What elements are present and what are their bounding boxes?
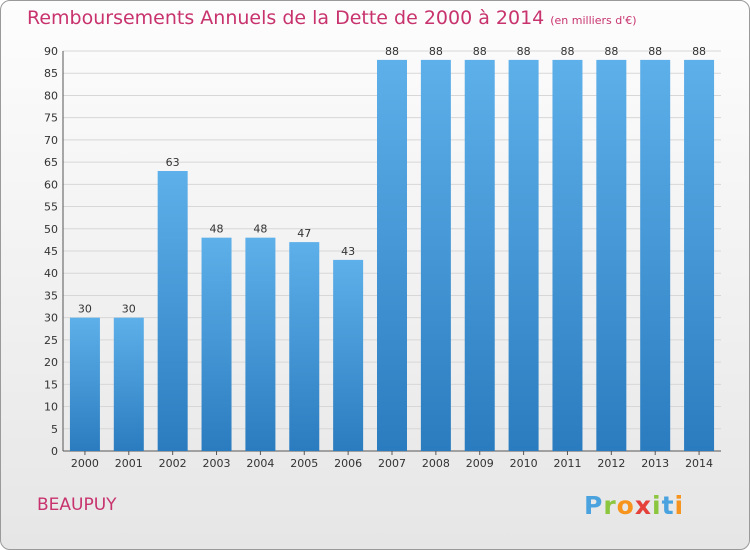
logo-letter: r — [603, 491, 617, 520]
logo-letter: i — [652, 491, 662, 520]
logo-letter: t — [661, 491, 675, 520]
y-tick-label: 40 — [44, 267, 58, 280]
y-tick-label: 0 — [51, 445, 58, 458]
logo-letter: P — [584, 491, 604, 520]
x-tick-label: 2014 — [685, 457, 713, 470]
data-label: 88 — [429, 45, 443, 58]
data-label: 88 — [692, 45, 706, 58]
bar — [377, 59, 407, 452]
y-tick-label: 75 — [44, 112, 58, 125]
y-tick-label: 65 — [44, 156, 58, 169]
bar — [640, 59, 671, 452]
x-tick-label: 2004 — [246, 457, 274, 470]
x-tick-label: 2009 — [466, 457, 494, 470]
data-label: 48 — [210, 223, 224, 236]
chart-title: Remboursements Annuels de la Dette de 20… — [27, 7, 637, 29]
x-tick-label: 2012 — [597, 457, 625, 470]
x-tick-label: 2005 — [290, 457, 318, 470]
x-tick-label: 2006 — [334, 457, 362, 470]
bar — [157, 171, 188, 451]
bar — [464, 59, 495, 452]
y-tick-label: 25 — [44, 334, 58, 347]
y-tick-label: 70 — [44, 134, 58, 147]
logo-letter: x — [634, 491, 652, 520]
bar — [69, 317, 100, 451]
y-tick-label: 90 — [44, 45, 58, 58]
bar — [201, 237, 232, 451]
data-label: 47 — [297, 227, 311, 240]
bar — [333, 259, 364, 451]
logo-letter: i — [674, 491, 685, 520]
y-tick-label: 20 — [44, 356, 58, 369]
bar — [113, 317, 144, 451]
y-tick-label: 10 — [44, 401, 58, 414]
y-tick-label: 35 — [44, 289, 58, 302]
bar — [684, 59, 715, 452]
y-tick-label: 85 — [44, 67, 58, 80]
bar — [245, 237, 276, 451]
proxiti-logo[interactable]: Proxiti — [584, 491, 684, 520]
y-tick-label: 5 — [51, 423, 58, 436]
data-label: 63 — [166, 156, 180, 169]
x-tick-label: 2002 — [159, 457, 187, 470]
logo-letter: o — [616, 491, 635, 520]
data-label: 88 — [385, 45, 399, 58]
x-tick-label: 2000 — [71, 457, 99, 470]
chart-subtitle: (en milliers d'€) — [550, 14, 637, 27]
bar — [508, 59, 539, 452]
y-tick-label: 55 — [44, 201, 58, 214]
y-tick-label: 80 — [44, 89, 58, 102]
x-tick-label: 2010 — [510, 457, 538, 470]
x-tick-label: 2008 — [422, 457, 450, 470]
y-tick-label: 15 — [44, 378, 58, 391]
place-name: BEAUPUY — [37, 495, 117, 515]
bar — [420, 59, 451, 452]
data-label: 48 — [253, 223, 267, 236]
bar — [552, 59, 583, 452]
data-label: 88 — [604, 45, 618, 58]
x-tick-label: 2007 — [378, 457, 406, 470]
data-label: 30 — [122, 303, 136, 316]
data-label: 30 — [78, 303, 92, 316]
data-label: 88 — [517, 45, 531, 58]
x-tick-label: 2001 — [115, 457, 143, 470]
bar — [596, 59, 627, 452]
y-tick-label: 50 — [44, 223, 58, 236]
data-label: 43 — [341, 245, 355, 258]
x-tick-label: 2011 — [553, 457, 581, 470]
y-tick-label: 30 — [44, 312, 58, 325]
data-label: 88 — [473, 45, 487, 58]
y-tick-label: 45 — [44, 245, 58, 258]
bar — [289, 242, 320, 451]
y-tick-label: 60 — [44, 178, 58, 191]
data-label: 88 — [648, 45, 662, 58]
data-label: 88 — [560, 45, 574, 58]
x-tick-label: 2003 — [203, 457, 231, 470]
x-tick-label: 2013 — [641, 457, 669, 470]
